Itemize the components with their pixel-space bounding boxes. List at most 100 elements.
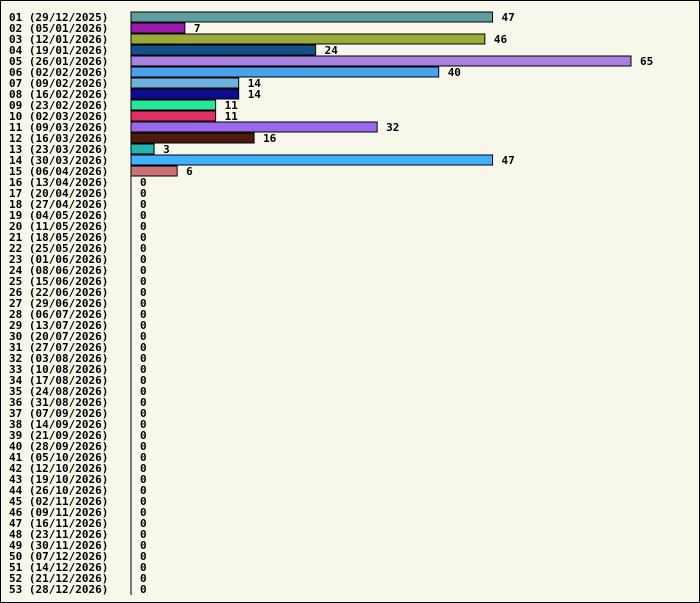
category-label: 48 (23/11/2026) xyxy=(9,528,108,541)
category-label: 40 (28/09/2026) xyxy=(9,440,108,453)
category-label: 45 (02/11/2026) xyxy=(9,495,108,508)
value-label: 0 xyxy=(140,341,147,354)
bar xyxy=(130,66,440,78)
value-label: 16 xyxy=(263,132,277,145)
category-label: 26 (22/06/2026) xyxy=(9,286,108,299)
category-label: 30 (20/07/2026) xyxy=(9,330,108,343)
category-label: 27 (29/06/2026) xyxy=(9,297,108,310)
category-label: 14 (30/03/2026) xyxy=(9,154,108,167)
value-label: 0 xyxy=(140,209,147,222)
value-label: 0 xyxy=(140,187,147,200)
category-label: 17 (20/04/2026) xyxy=(9,187,108,200)
value-label: 6 xyxy=(186,165,193,178)
value-label: 0 xyxy=(140,462,147,475)
category-label: 13 (23/03/2026) xyxy=(9,143,108,156)
category-label: 51 (14/12/2026) xyxy=(9,561,108,574)
category-label: 18 (27/04/2026) xyxy=(9,198,108,211)
value-label: 40 xyxy=(448,66,461,79)
value-label: 0 xyxy=(140,484,147,497)
category-label: 12 (16/03/2026) xyxy=(9,132,108,145)
value-label: 46 xyxy=(494,33,508,46)
category-label: 22 (25/05/2026) xyxy=(9,242,108,255)
bar xyxy=(130,154,494,166)
value-label: 0 xyxy=(140,495,147,508)
value-label: 11 xyxy=(225,99,239,112)
value-label: 0 xyxy=(140,528,147,541)
category-label: 36 (31/08/2026) xyxy=(9,396,108,409)
category-label: 11 (09/03/2026) xyxy=(9,121,108,134)
category-label: 03 (12/01/2026) xyxy=(9,33,108,46)
category-label: 23 (01/06/2026) xyxy=(9,253,108,266)
category-label: 15 (06/04/2026) xyxy=(9,165,108,178)
category-label: 08 (16/02/2026) xyxy=(9,88,108,101)
category-label: 02 (05/01/2026) xyxy=(9,22,108,35)
value-label: 0 xyxy=(140,198,147,211)
value-label: 0 xyxy=(140,264,147,277)
category-label: 35 (24/08/2026) xyxy=(9,385,108,398)
category-label: 28 (06/07/2026) xyxy=(9,308,108,321)
category-label: 20 (11/05/2026) xyxy=(9,220,108,233)
category-label: 41 (05/10/2026) xyxy=(9,451,108,464)
category-label: 09 (23/02/2026) xyxy=(9,99,108,112)
value-label: 0 xyxy=(140,352,147,365)
category-label: 05 (26/01/2026) xyxy=(9,55,108,68)
value-label: 7 xyxy=(194,22,201,35)
value-label: 0 xyxy=(140,517,147,530)
bar xyxy=(130,77,240,89)
category-label: 29 (13/07/2026) xyxy=(9,319,108,332)
category-label: 37 (07/09/2026) xyxy=(9,407,108,420)
value-label: 0 xyxy=(140,220,147,233)
value-label: 3 xyxy=(163,143,170,156)
category-label: 42 (12/10/2026) xyxy=(9,462,108,475)
bar xyxy=(130,11,494,23)
category-label: 01 (29/12/2025) xyxy=(9,11,108,24)
bar xyxy=(130,143,155,155)
category-label: 52 (21/12/2026) xyxy=(9,572,108,585)
value-label: 0 xyxy=(140,374,147,387)
value-label: 0 xyxy=(140,363,147,376)
value-label: 0 xyxy=(140,550,147,563)
bar xyxy=(130,44,317,56)
category-label: 33 (10/08/2026) xyxy=(9,363,108,376)
value-label: 0 xyxy=(140,407,147,420)
bar xyxy=(130,88,240,100)
value-label: 0 xyxy=(140,418,147,431)
value-label: 0 xyxy=(140,242,147,255)
category-label: 16 (13/04/2026) xyxy=(9,176,108,189)
value-label: 0 xyxy=(140,275,147,288)
value-label: 0 xyxy=(140,583,147,596)
value-label: 0 xyxy=(140,297,147,310)
category-label: 34 (17/08/2026) xyxy=(9,374,108,387)
value-label: 47 xyxy=(502,11,515,24)
value-label: 0 xyxy=(140,561,147,574)
value-label: 0 xyxy=(140,231,147,244)
value-label: 0 xyxy=(140,429,147,442)
category-label: 46 (09/11/2026) xyxy=(9,506,108,519)
value-label: 32 xyxy=(386,121,399,134)
value-label: 0 xyxy=(140,176,147,189)
category-label: 49 (30/11/2026) xyxy=(9,539,108,552)
value-label: 14 xyxy=(248,88,262,101)
value-label: 0 xyxy=(140,253,147,266)
value-label: 0 xyxy=(140,385,147,398)
value-label: 47 xyxy=(502,154,515,167)
category-label: 47 (16/11/2026) xyxy=(9,517,108,530)
category-label: 43 (19/10/2026) xyxy=(9,473,108,486)
bar xyxy=(130,121,378,133)
value-label: 0 xyxy=(140,572,147,585)
category-label: 21 (18/05/2026) xyxy=(9,231,108,244)
value-label: 0 xyxy=(140,451,147,464)
value-label: 0 xyxy=(140,506,147,519)
category-label: 10 (02/03/2026) xyxy=(9,110,108,123)
category-label: 53 (28/12/2026) xyxy=(9,583,108,596)
bar xyxy=(130,99,217,111)
value-label: 65 xyxy=(640,55,653,68)
bar xyxy=(130,55,632,67)
category-label: 24 (08/06/2026) xyxy=(9,264,108,277)
value-label: 14 xyxy=(248,77,262,90)
value-label: 24 xyxy=(325,44,339,57)
value-label: 0 xyxy=(140,396,147,409)
value-label: 0 xyxy=(140,330,147,343)
category-label: 04 (19/01/2026) xyxy=(9,44,108,57)
